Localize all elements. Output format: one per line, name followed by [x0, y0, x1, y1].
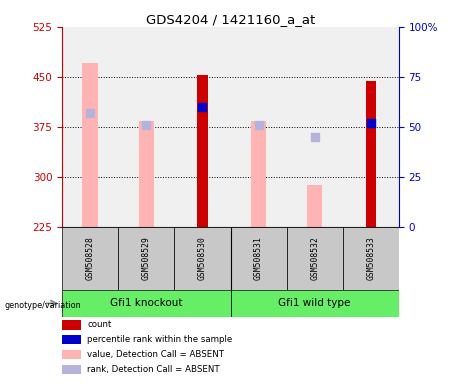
Point [367, 120, 374, 126]
Text: rank, Detection Call = ABSENT: rank, Detection Call = ABSENT [88, 365, 220, 374]
Point [255, 122, 262, 128]
Text: GSM508530: GSM508530 [198, 236, 207, 280]
Bar [174, 227, 230, 290]
Bar [83, 63, 98, 227]
Bar [251, 121, 266, 227]
Text: count: count [88, 320, 112, 329]
Bar [62, 320, 81, 329]
Bar [366, 81, 376, 227]
Text: Gfi1 knockout: Gfi1 knockout [110, 298, 183, 308]
Text: Gfi1 wild type: Gfi1 wild type [278, 298, 351, 308]
Bar [138, 121, 154, 227]
Point [199, 104, 206, 110]
Text: GSM508531: GSM508531 [254, 236, 263, 280]
Bar [307, 185, 323, 227]
Text: value, Detection Call = ABSENT: value, Detection Call = ABSENT [88, 350, 225, 359]
Text: GSM508533: GSM508533 [366, 236, 375, 280]
Bar [62, 350, 81, 359]
Bar [62, 335, 81, 344]
Text: GSM508529: GSM508529 [142, 236, 151, 280]
Text: GSM508528: GSM508528 [86, 236, 95, 280]
Text: GSM508532: GSM508532 [310, 236, 319, 280]
Bar [343, 227, 399, 290]
Bar [287, 227, 343, 290]
Point [87, 110, 94, 116]
Bar [62, 364, 81, 374]
Bar [118, 227, 174, 290]
Title: GDS4204 / 1421160_a_at: GDS4204 / 1421160_a_at [146, 13, 315, 26]
Bar [230, 290, 399, 317]
Point [142, 122, 150, 128]
Bar [62, 227, 118, 290]
Bar [62, 290, 230, 317]
Bar [230, 227, 287, 290]
Text: percentile rank within the sample: percentile rank within the sample [88, 335, 233, 344]
Point [311, 134, 318, 140]
Bar [197, 75, 207, 227]
Text: genotype/variation: genotype/variation [5, 301, 81, 310]
